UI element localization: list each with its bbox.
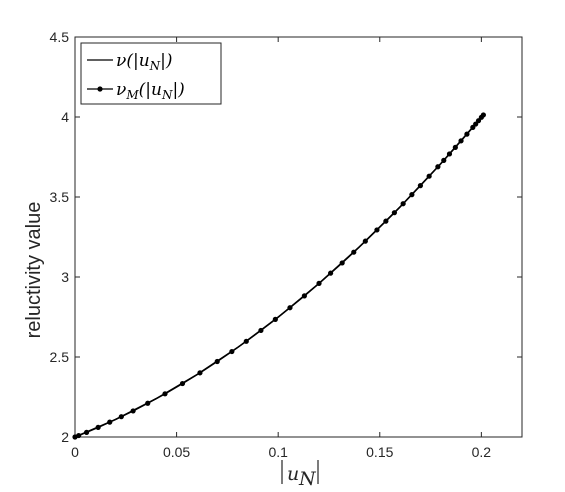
y-axis-label: reluctivity value bbox=[23, 202, 45, 339]
series-2-point bbox=[243, 338, 249, 344]
series-2-point bbox=[107, 419, 113, 425]
series-2-point bbox=[76, 432, 82, 439]
series-2-point bbox=[229, 348, 235, 355]
x-axis-label-u: u bbox=[287, 463, 299, 485]
series-2-point bbox=[458, 138, 464, 144]
series-2-point bbox=[400, 201, 406, 207]
series-2-point bbox=[383, 218, 389, 224]
series-2-point bbox=[480, 112, 486, 118]
x-tick-label: 0.15 bbox=[366, 444, 393, 460]
x-axis-label: u N bbox=[281, 460, 319, 490]
y-tick-label: 4 bbox=[61, 109, 69, 125]
series-2-point bbox=[197, 370, 203, 376]
series-2-point bbox=[258, 327, 264, 334]
legend-marker-nu-m bbox=[97, 86, 103, 92]
series-2-point bbox=[179, 380, 186, 387]
series-2-point bbox=[452, 144, 458, 150]
series-2-point bbox=[351, 249, 357, 255]
series-2-point bbox=[391, 210, 398, 216]
x-tick-label: 0.05 bbox=[163, 444, 190, 460]
series-2-point bbox=[409, 192, 415, 198]
legend-box bbox=[80, 42, 222, 105]
y-tick-label: 3 bbox=[61, 269, 69, 285]
series-2-point bbox=[464, 131, 470, 137]
legend: ν(|uN|) νM(|uN|) bbox=[80, 42, 222, 105]
series-2-point bbox=[374, 227, 380, 233]
series-2-point bbox=[417, 183, 424, 189]
series-2-point bbox=[362, 238, 368, 244]
series-2-point bbox=[301, 293, 307, 299]
series-2-point bbox=[162, 391, 168, 397]
y-tick-label: 2 bbox=[61, 429, 69, 445]
series-2-point bbox=[287, 305, 293, 311]
x-tick-label: 0 bbox=[71, 444, 79, 460]
legend-label-nu-m: νM(|uN|) bbox=[116, 80, 185, 102]
x-tick-label: 0.1 bbox=[268, 444, 288, 460]
x-axis-label-n: N bbox=[298, 468, 317, 490]
legend-label-nu: ν(|uN|) bbox=[116, 51, 173, 73]
series-2-point bbox=[426, 173, 432, 179]
series-2-point bbox=[118, 414, 124, 420]
series-2-point bbox=[446, 151, 453, 157]
series-2-point bbox=[328, 270, 334, 276]
series-2-point bbox=[316, 280, 322, 286]
series-2-point bbox=[272, 316, 278, 322]
y-tick-label: 2.5 bbox=[50, 349, 70, 365]
series-2-point bbox=[130, 408, 136, 414]
series-2-point bbox=[145, 400, 151, 406]
axis-ticks: 0 0.05 0.1 0.15 0.2 2 2.5 3 3.5 4 4.5 bbox=[50, 29, 522, 460]
y-tick-label: 3.5 bbox=[50, 189, 70, 205]
series-2-point bbox=[339, 260, 345, 266]
y-tick-label: 4.5 bbox=[50, 29, 70, 45]
series-2-point bbox=[83, 429, 90, 435]
series-2-point bbox=[441, 157, 447, 163]
series-2-point bbox=[214, 358, 220, 365]
series-2-point bbox=[95, 424, 101, 430]
x-tick-label: 0.2 bbox=[472, 444, 492, 460]
series-layer bbox=[72, 112, 486, 440]
series-2-point bbox=[435, 164, 441, 170]
